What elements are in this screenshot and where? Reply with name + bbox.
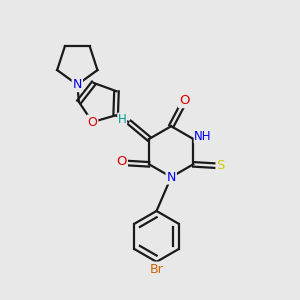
Text: Br: Br (150, 262, 164, 275)
Text: O: O (179, 94, 190, 107)
Text: N: N (73, 78, 82, 91)
Text: H: H (118, 113, 127, 126)
Text: N: N (167, 171, 176, 184)
Text: O: O (88, 116, 98, 128)
Text: S: S (217, 159, 225, 172)
Text: NH: NH (194, 130, 212, 143)
Text: O: O (116, 155, 127, 168)
